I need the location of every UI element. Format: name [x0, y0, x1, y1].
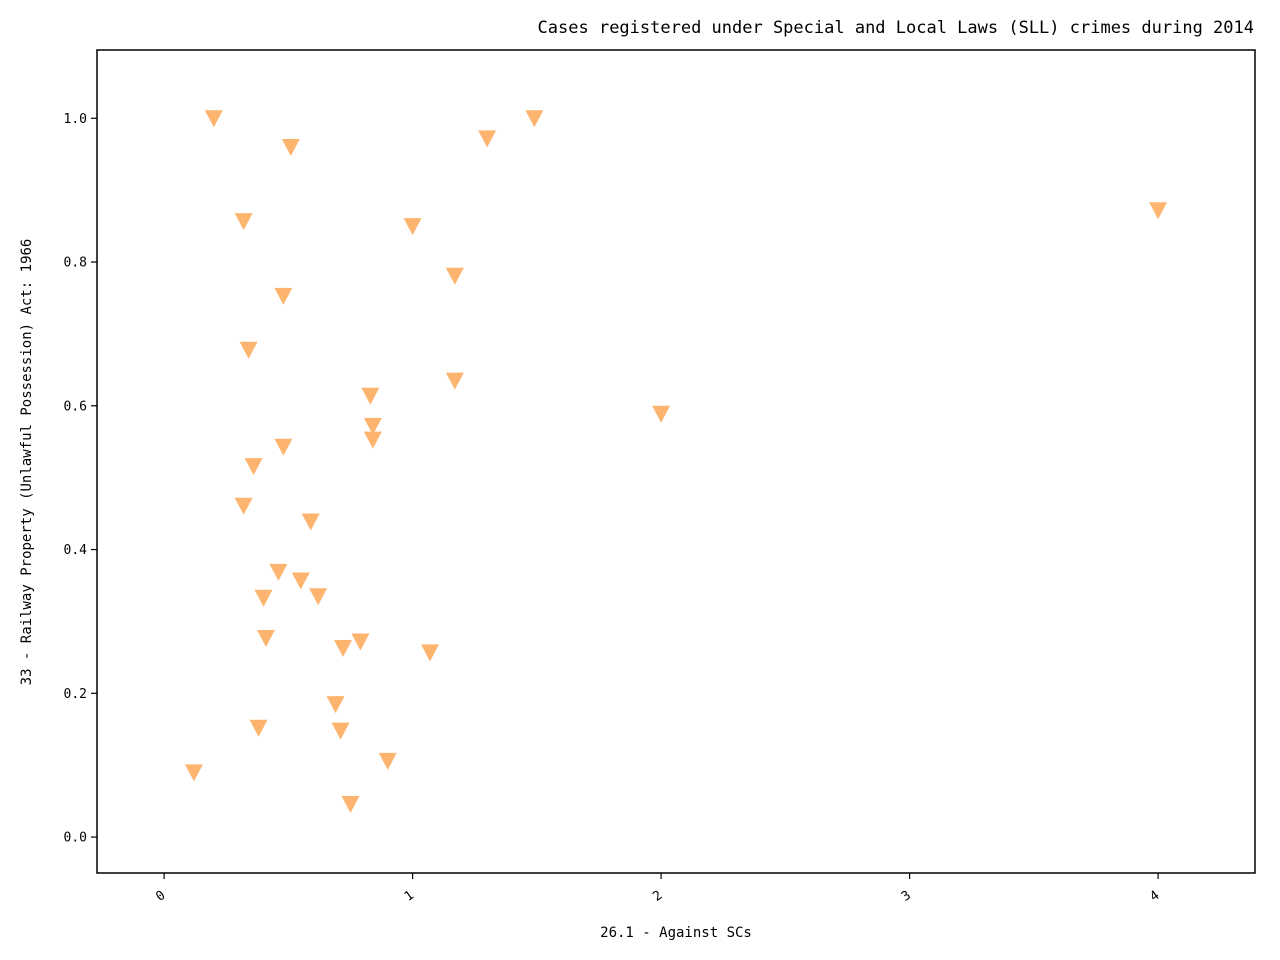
data-point: [331, 722, 350, 740]
y-tick-label: 0.4: [64, 543, 88, 558]
data-point: [256, 629, 275, 647]
y-tick-label: 0.2: [64, 687, 87, 702]
data-point: [274, 438, 293, 456]
y-tick-label: 0.6: [64, 399, 87, 414]
data-point: [363, 431, 382, 449]
data-point: [234, 497, 253, 515]
data-point: [445, 267, 464, 285]
plot-area-frame: [96, 49, 1256, 874]
data-point: [351, 633, 370, 651]
data-point: [269, 563, 288, 581]
x-axis-label: 26.1 - Against SCs: [600, 925, 752, 941]
y-tick-label: 0.8: [64, 256, 87, 271]
data-point: [234, 213, 253, 231]
y-tick-label: 1.0: [64, 112, 87, 127]
x-tick-label: 0: [153, 888, 168, 905]
data-point: [281, 139, 300, 157]
data-point: [326, 696, 345, 714]
data-point: [341, 795, 360, 813]
data-point: [420, 644, 439, 662]
x-tick-label: 2: [650, 888, 665, 905]
x-axis: 0 1 2 3 4: [153, 873, 1163, 905]
data-point: [254, 589, 273, 607]
data-point: [361, 387, 380, 405]
y-tick-label: 0.0: [64, 831, 87, 846]
data-point: [525, 110, 544, 128]
x-tick-label: 3: [899, 888, 914, 905]
x-tick-label: 4: [1147, 888, 1162, 905]
data-point: [204, 110, 223, 128]
data-point: [184, 764, 203, 782]
data-point: [363, 417, 382, 435]
chart-title: Cases registered under Special and Local…: [538, 18, 1254, 38]
data-point: [244, 458, 263, 476]
data-point: [378, 752, 397, 770]
data-point: [403, 218, 422, 236]
data-point: [478, 130, 497, 148]
data-point: [239, 341, 258, 359]
y-axis: 0.0 0.2 0.4 0.6 0.8 1.0: [64, 112, 97, 846]
data-point: [301, 513, 320, 531]
data-point: [334, 640, 353, 658]
data-points: [184, 110, 1168, 813]
data-point: [445, 372, 464, 390]
data-point: [1149, 202, 1168, 220]
y-axis-label: 33 - Railway Property (Unlawful Possessi…: [19, 239, 35, 686]
x-tick-label: 1: [402, 888, 417, 905]
data-point: [652, 405, 671, 423]
data-point: [291, 572, 310, 590]
data-point: [274, 287, 293, 305]
data-point: [309, 588, 328, 606]
data-point: [249, 719, 268, 737]
